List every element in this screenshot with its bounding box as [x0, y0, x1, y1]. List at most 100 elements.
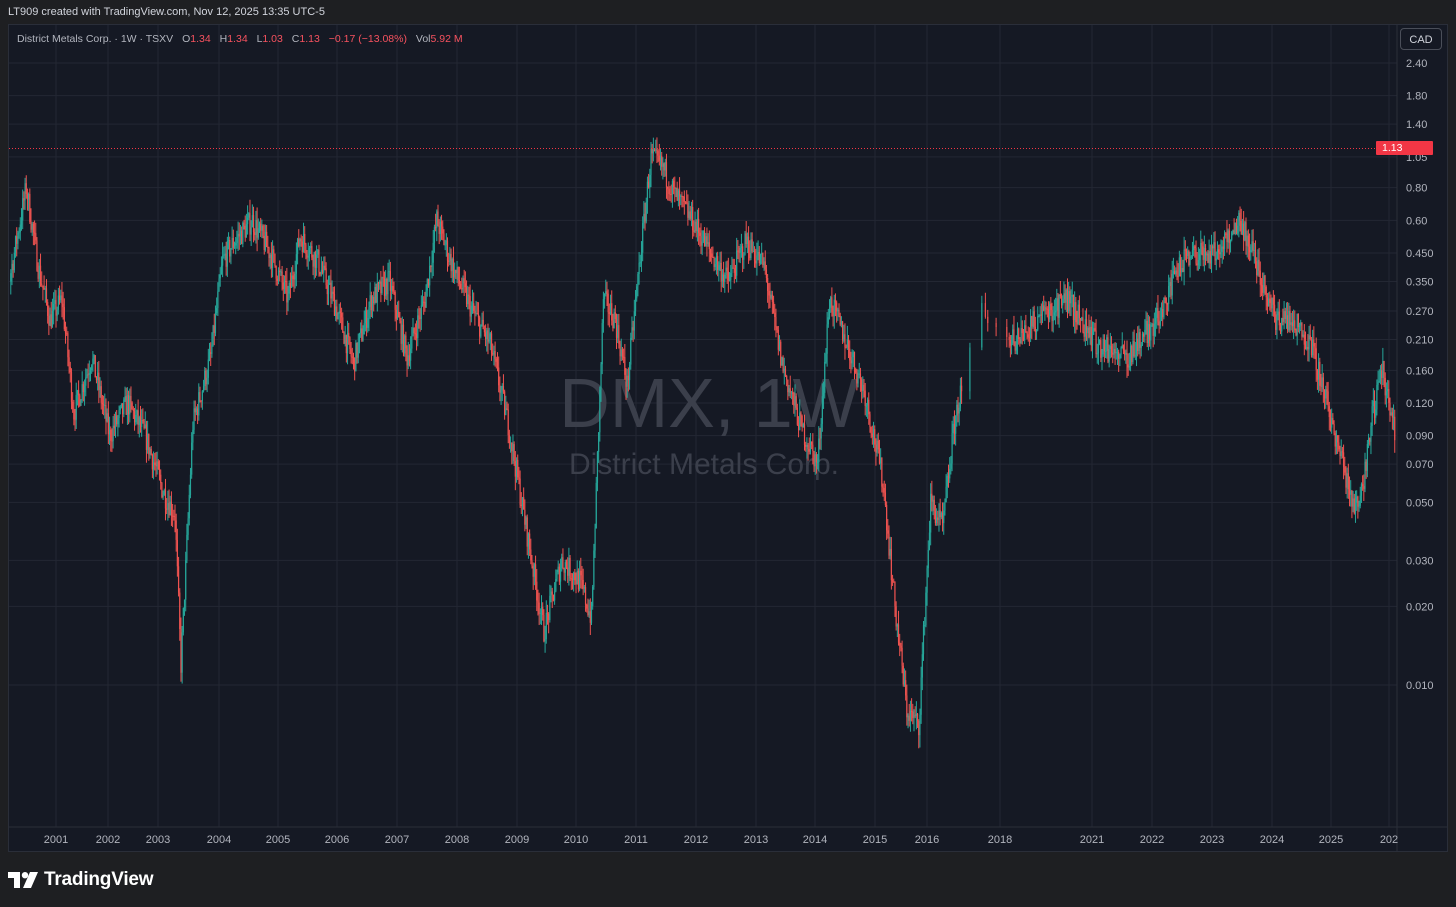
candle-body: [362, 334, 364, 341]
candle-body: [26, 193, 29, 200]
candle-body: [1228, 230, 1230, 243]
candle-body: [1201, 242, 1203, 247]
candle-body: [101, 402, 104, 405]
candle-body: [774, 312, 776, 318]
candle-body: [445, 240, 447, 245]
candle-body: [1078, 304, 1080, 319]
candle-body: [231, 237, 233, 249]
candle-body: [226, 241, 228, 267]
candle-body: [1006, 326, 1008, 337]
candle-body: [425, 290, 427, 308]
candle-body: [252, 215, 255, 233]
candle-body: [280, 271, 282, 273]
candle-body: [166, 508, 168, 510]
candle-body: [285, 280, 287, 282]
candle-body: [418, 315, 420, 318]
candle-body: [698, 218, 700, 233]
candle-body: [1283, 311, 1285, 322]
candle-body: [1291, 322, 1294, 327]
candle-body: [853, 352, 856, 370]
candle-body: [299, 238, 301, 247]
candle-body: [232, 237, 234, 248]
candle-body: [357, 341, 359, 358]
candle-body: [800, 412, 802, 417]
candle-body: [408, 355, 411, 361]
candle-body: [915, 713, 917, 716]
candle-body: [575, 580, 577, 585]
candle-body: [14, 236, 17, 253]
candle-body: [1271, 297, 1273, 309]
candle-body: [1385, 391, 1388, 396]
candle-body: [11, 263, 13, 274]
candle-body: [1290, 322, 1292, 325]
candle-body: [429, 265, 431, 286]
candle-body: [41, 283, 43, 286]
candle-body: [847, 339, 850, 349]
candle-body: [354, 357, 356, 372]
y-tick-label: 2.40: [1406, 58, 1427, 70]
candle-body: [577, 570, 580, 590]
currency-button[interactable]: CAD: [1400, 28, 1442, 50]
candle-body: [399, 317, 401, 321]
candle-body: [1056, 298, 1058, 311]
candle-body: [903, 680, 906, 685]
candle-body: [1234, 222, 1236, 235]
candle-body: [626, 375, 628, 387]
candle-body: [687, 203, 689, 218]
candle-body: [1310, 339, 1313, 356]
candle-body: [521, 497, 524, 507]
candle-body: [1127, 364, 1129, 368]
candle-body: [812, 444, 814, 452]
candle-body: [1025, 325, 1027, 333]
candle-body: [1030, 316, 1032, 338]
candle-body: [381, 277, 383, 294]
candle-body: [505, 408, 507, 415]
candle-body: [273, 249, 275, 254]
candle-body: [783, 368, 785, 372]
candle-body: [1317, 361, 1320, 380]
candle-body: [1282, 317, 1284, 322]
candle-body: [644, 213, 646, 222]
candle-body: [708, 242, 710, 250]
candle-body: [827, 317, 829, 325]
candle-body: [712, 257, 714, 259]
candle-body: [1053, 312, 1056, 316]
chart-panel[interactable]: DMX, 1W District Metals Corp. 2.40 1.80 1.40…: [8, 24, 1448, 852]
candle-body: [611, 303, 613, 321]
candle-body: [1298, 325, 1301, 328]
candle-body: [1089, 326, 1091, 338]
candle-body: [627, 375, 629, 381]
candle-body: [1257, 259, 1259, 276]
candle-body: [586, 604, 588, 609]
candle-body: [360, 328, 362, 334]
candle-body: [1293, 320, 1295, 327]
x-tick-label: 2025: [1319, 834, 1343, 846]
candle-body: [799, 412, 801, 431]
candle-body: [174, 516, 176, 521]
y-tick-label: 0.210: [1406, 334, 1434, 346]
legend-high-value: 1.34: [227, 33, 248, 45]
candle-body: [266, 231, 268, 247]
candlestick-chart[interactable]: DMX, 1W District Metals Corp. 2.40 1.80 1.40…: [9, 25, 1448, 852]
candle-body: [520, 504, 522, 507]
candle-body: [828, 307, 831, 318]
candle-body: [714, 263, 716, 267]
candle-body: [98, 372, 100, 391]
legend-symbol[interactable]: District Metals Corp. · 1W · TSXV: [17, 33, 174, 45]
candle-body: [734, 272, 737, 276]
candle-body: [919, 714, 921, 736]
candle-body: [722, 274, 725, 282]
candle-body: [242, 222, 244, 244]
candle-body: [625, 374, 627, 387]
candle-body: [534, 564, 537, 582]
candle-body: [1168, 286, 1170, 305]
footer-brand[interactable]: TradingView: [8, 866, 154, 894]
y-tick-label: 0.070: [1406, 459, 1434, 471]
candle-body: [219, 274, 221, 279]
candle-body: [438, 225, 440, 234]
candle-body: [727, 271, 729, 281]
candle-body: [746, 236, 748, 245]
candle-body: [849, 348, 851, 361]
candle-body: [183, 599, 186, 608]
candle-body: [337, 313, 339, 320]
